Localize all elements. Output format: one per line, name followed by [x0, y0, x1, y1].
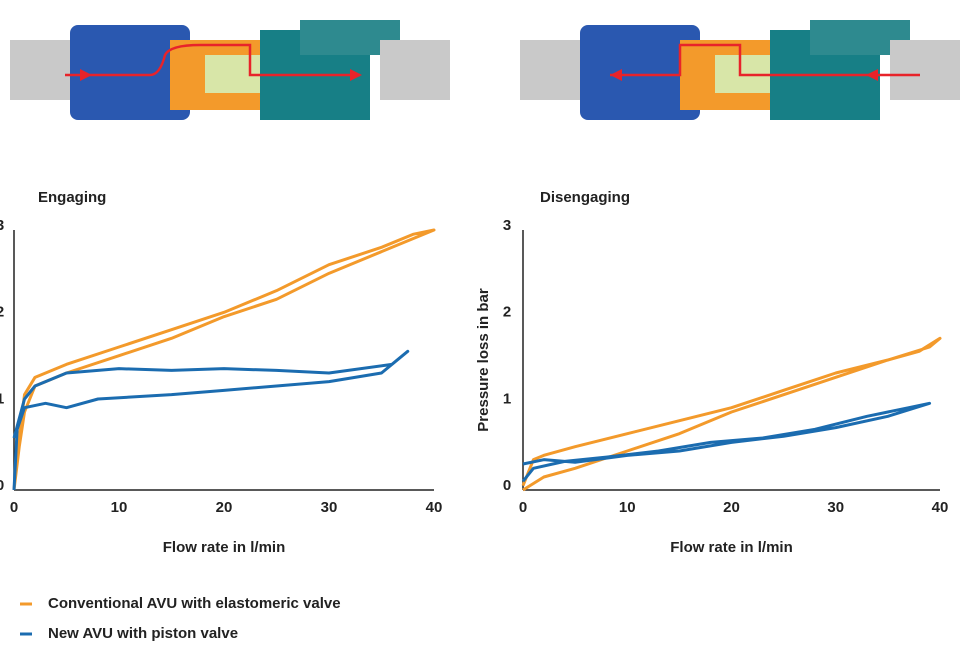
x-tick-label: 20 [723, 499, 740, 516]
y-tick-label: 0 [0, 477, 4, 494]
x-tick-label: 0 [10, 499, 18, 516]
y-tick-label: 1 [503, 390, 511, 407]
x-tick-label: 40 [426, 499, 443, 516]
y-tick-label: 0 [503, 477, 511, 494]
data-line [12, 228, 436, 491]
coupling-illustration [10, 20, 960, 120]
legend-label: Conventional AVU with elastomeric valve [48, 595, 341, 612]
data-line [521, 401, 932, 483]
data-line [521, 336, 942, 492]
legend-label: New AVU with piston valve [48, 625, 238, 642]
x-tick-label: 40 [932, 499, 949, 516]
chart-title: Engaging [38, 189, 106, 206]
x-tick-label: 30 [827, 499, 844, 516]
y-tick-label: 2 [0, 304, 4, 321]
y-tick-label: 2 [503, 304, 511, 321]
x-tick-label: 20 [216, 499, 233, 516]
y-tick-label: 3 [0, 217, 4, 234]
x-tick-label: 0 [519, 499, 527, 516]
y-axis-label: Pressure loss in bar [475, 288, 492, 432]
data-line [12, 349, 410, 491]
x-axis-label: Flow rate in l/min [670, 539, 793, 556]
chart-title: Disengaging [540, 189, 630, 206]
x-axis-label: Flow rate in l/min [163, 539, 286, 556]
y-tick-label: 3 [503, 217, 511, 234]
x-tick-label: 10 [111, 499, 128, 516]
x-tick-label: 30 [321, 499, 338, 516]
x-tick-label: 10 [619, 499, 636, 516]
y-tick-label: 1 [0, 390, 4, 407]
